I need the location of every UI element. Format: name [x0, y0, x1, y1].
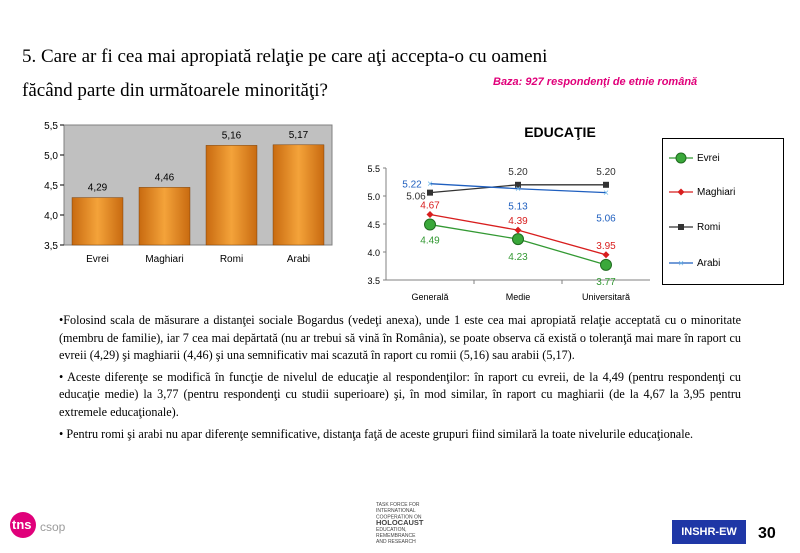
legend-swatch-icon [669, 152, 693, 164]
legend-label: Evrei [697, 152, 720, 164]
bar-chart: 3,5 4,0 4,5 5,0 5,5 4,29 Evrei 4,46 Maghiari 5,16… [44, 121, 333, 265]
legend-item-evrei: Evrei [669, 151, 720, 165]
legend-item-maghiari: Maghiari [669, 185, 735, 199]
arabi-point-marker: × [427, 179, 433, 190]
bar-y-tick-label: 3,5 [44, 241, 58, 252]
bar-y-tick-label: 5,0 [44, 151, 58, 162]
page-number: 30 [758, 525, 776, 542]
series-data-label: 4.67 [420, 200, 440, 211]
legend-item-arabi: × Arabi [669, 256, 720, 270]
bar-maghiari [138, 187, 191, 246]
paragraph-3: • Pentru romi şi arabi nu apar diferenţe… [59, 426, 694, 441]
evrei-point-marker [512, 233, 524, 246]
line-y-tick-label: 3.5 [367, 276, 380, 286]
bar-category-label: Romi [220, 254, 243, 265]
series-data-label: 5.06 [406, 192, 426, 203]
series-data-label: 3.95 [596, 241, 616, 252]
bar-y-tick-label: 4,5 [44, 181, 58, 192]
evrei-point-marker [600, 258, 612, 271]
series-data-label: 4.23 [508, 252, 528, 263]
line-chart-legend: Evrei Maghiari Romi × Arabi [662, 138, 784, 285]
evrei-point-marker [424, 218, 436, 231]
line-chart: EDUCAŢIE 3.5 4.0 4.5 5.0 5.5 Generală Medie Univ… [367, 124, 650, 302]
series-data-label: 5.13 [508, 202, 528, 213]
legend-label: Maghiari [697, 186, 736, 198]
bar-category-label: Evrei [86, 254, 109, 265]
htf-logo-line: COOPERATION ON [376, 514, 422, 520]
legend-label: Romi [697, 221, 721, 233]
series-data-label: 5.20 [508, 167, 528, 178]
bar-y-tick-label: 5,5 [44, 121, 58, 132]
title-line-1: 5. Care ar fi cea mai apropiată relaţie … [22, 46, 548, 67]
bar-value-label: 5,17 [289, 130, 309, 141]
legend-swatch-icon: × [669, 259, 693, 270]
line-chart-title: EDUCAŢIE [524, 124, 596, 140]
romi-point-marker [427, 189, 433, 196]
bar-arabi [272, 144, 325, 246]
line-y-tick-label: 4.5 [367, 220, 380, 230]
htf-logo-line: REMEMBRANCE [376, 533, 416, 539]
line-category-label: Medie [506, 292, 531, 302]
bar-romi [205, 145, 258, 246]
series-data-label: 5.20 [596, 167, 616, 178]
tns-text: tns [12, 517, 32, 532]
bar-evrei [71, 197, 124, 246]
romi-point-marker [515, 181, 521, 188]
line-category-label: Universitară [582, 292, 630, 302]
series-line-arabi [429, 183, 607, 194]
htf-logo-line: HOLOCAUST [376, 518, 424, 527]
maghiari-point-marker [426, 210, 434, 218]
svg-text:×: × [678, 259, 684, 270]
title-line-2: făcând parte din următoarele minorităţi? [22, 80, 328, 101]
bar-value-label: 4,29 [88, 183, 108, 194]
arabi-point-marker: × [515, 184, 521, 195]
series-data-label: 5.22 [402, 180, 422, 191]
series-data-label: 4.39 [508, 216, 528, 227]
line-y-tick-label: 5.0 [367, 192, 380, 202]
legend-swatch-icon [669, 188, 693, 196]
inshr-badge: INSHR-EW [672, 520, 746, 544]
tns-logo-icon [10, 512, 36, 538]
line-y-tick-label: 5.5 [367, 164, 380, 174]
body-text: •Folosind scala de măsurare a distanţei … [59, 312, 741, 447]
bar-value-label: 4,46 [155, 172, 175, 183]
maghiari-point-marker [514, 226, 522, 234]
legend-label: Arabi [697, 257, 721, 269]
maghiari-point-marker [602, 251, 610, 259]
csop-text: csop [40, 520, 66, 534]
legend-swatch-icon [669, 224, 693, 230]
legend-item-romi: Romi [669, 220, 720, 234]
bar-value-label: 5,16 [222, 130, 242, 141]
paragraph-1: •Folosind scala de măsurare a distanţei … [59, 313, 741, 363]
series-data-label: 4.49 [420, 236, 440, 247]
htf-logo-line: AND RESEARCH [376, 539, 416, 545]
line-y-tick-label: 4.0 [367, 248, 380, 258]
slide-title: 5. Care ar fi cea mai apropiată relaţie … [22, 40, 642, 108]
series-data-label: 3.77 [596, 277, 616, 288]
base-note: Baza: 927 respondenţi de etnie română [493, 76, 698, 88]
arabi-point-marker: × [603, 188, 609, 199]
paragraph-2: • Aceste diferenţe se modifică în funcţi… [59, 369, 741, 419]
htf-logo-line: TASK FORCE FOR [376, 502, 420, 508]
bar-category-label: Maghiari [145, 254, 183, 265]
romi-point-marker [603, 181, 609, 188]
bar-y-tick-label: 4,0 [44, 211, 58, 222]
line-category-label: Generală [411, 292, 448, 302]
series-data-label: 5.06 [596, 214, 616, 225]
htf-logo-line: EDUCATION, [376, 527, 406, 533]
htf-logo-line: INTERNATIONAL [376, 508, 416, 514]
bar-category-label: Arabi [287, 254, 310, 265]
